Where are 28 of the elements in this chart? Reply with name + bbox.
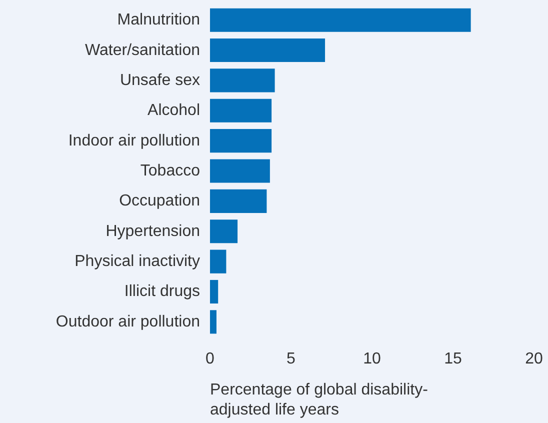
bar <box>210 220 238 244</box>
x-tick-label: 10 <box>363 350 381 368</box>
bar <box>210 280 218 304</box>
bar <box>210 68 275 92</box>
bar <box>210 98 272 122</box>
x-tick-label: 15 <box>444 350 462 368</box>
x-tick-label: 20 <box>525 350 543 368</box>
x-tick-label: 5 <box>286 350 296 368</box>
y-tick-label: Illicit drugs <box>124 283 200 300</box>
bar <box>210 8 471 32</box>
y-tick-label: Tobacco <box>140 162 200 180</box>
bar <box>210 129 272 153</box>
y-tick-label: Unsafe sex <box>120 72 200 89</box>
y-tick-label: Outdoor air pollution <box>56 313 200 330</box>
y-tick-label: Indoor air pollution <box>68 132 200 150</box>
x-axis-title: Percentage of global disability-adjusted life years <box>210 382 428 418</box>
bar <box>210 250 226 274</box>
y-tick-label: Alcohol <box>148 102 200 120</box>
x-tick-label: 0 <box>206 350 215 368</box>
bar <box>210 159 270 183</box>
y-tick-label: Water/sanitation <box>84 42 200 59</box>
y-tick-label: Physical inactivity <box>74 253 200 270</box>
y-tick-label: Occupation <box>119 192 200 210</box>
bar <box>210 38 326 62</box>
y-tick-label: Hypertension <box>106 222 200 240</box>
bar <box>210 189 267 213</box>
bar <box>210 310 216 334</box>
y-tick-label: Malnutrition <box>117 12 200 29</box>
